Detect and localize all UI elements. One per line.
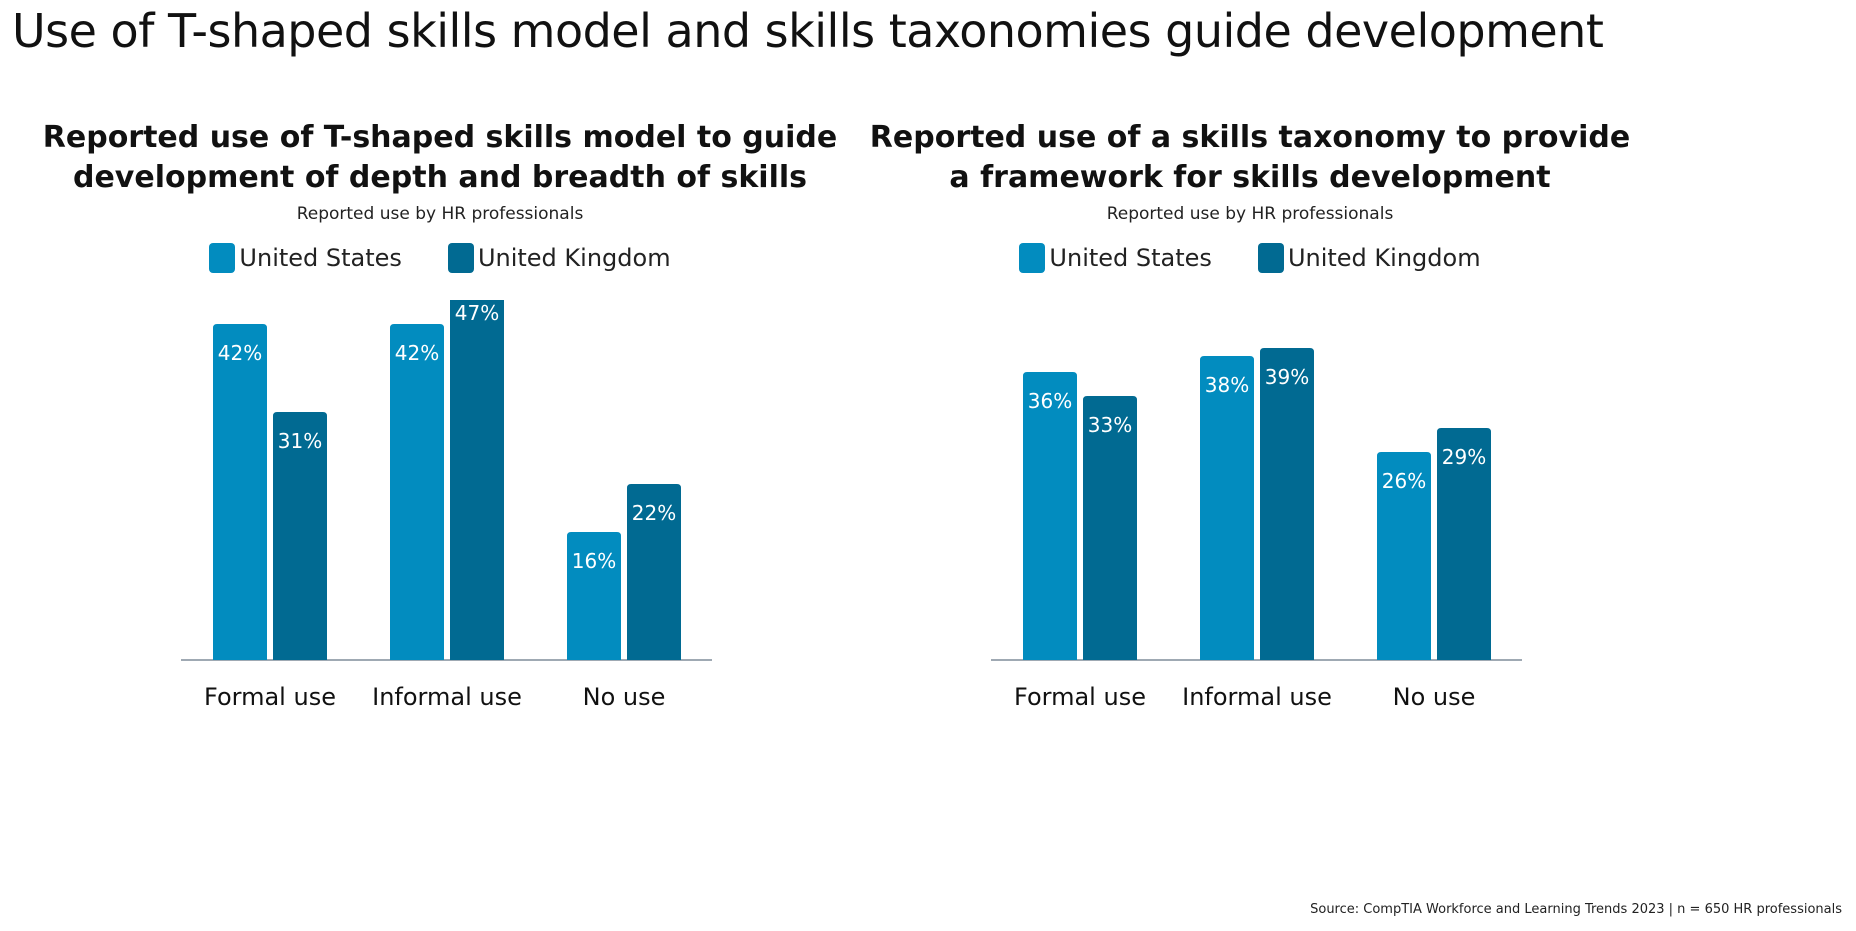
- data-label-us-formal-use: 42%: [218, 341, 262, 365]
- legend-label-us: United States: [239, 244, 402, 272]
- chart-subtitle: Reported use by HR professionals: [296, 204, 584, 224]
- tick-label-no-use: No use: [583, 683, 666, 711]
- data-label-uk-informal-use: 47%: [455, 301, 499, 325]
- data-label-uk-no-use: 22%: [632, 501, 676, 525]
- legend-item-uk: United Kingdom: [447, 243, 671, 273]
- chart-subtitle: Reported use by HR professionals: [1106, 204, 1394, 224]
- legend-swatch-us: [1019, 243, 1046, 273]
- legend-item-us: United States: [1019, 243, 1212, 273]
- bar-uk-no-use: [1437, 428, 1491, 660]
- bar-us-no-use: [567, 532, 621, 660]
- bar-uk-no-use: [627, 484, 681, 660]
- bar-uk-informal-use: [1260, 348, 1314, 660]
- chart-title: Reported use of T-shaped skills model to…: [0, 118, 880, 198]
- tick-label-informal-use: Informal use: [372, 683, 522, 711]
- legend-label-us: United States: [1049, 244, 1212, 272]
- data-label-us-no-use: 26%: [1382, 469, 1426, 493]
- bar-uk-formal-use: [273, 412, 327, 660]
- source-note: Source: CompTIA Workforce and Learning T…: [1310, 902, 1842, 917]
- bar-us-formal-use: [1023, 372, 1077, 660]
- page-title: Use of T-shaped skills model and skills …: [12, 4, 1604, 58]
- data-label-us-informal-use: 42%: [395, 341, 439, 365]
- bar-us-informal-use: [390, 324, 444, 660]
- chart-title-line-2: development of depth and breadth of skil…: [72, 160, 807, 195]
- data-label-uk-informal-use: 39%: [1265, 365, 1309, 389]
- legend-swatch-uk: [447, 243, 474, 273]
- legend-item-us: United States: [209, 243, 402, 273]
- bar-uk-informal-use: [450, 300, 504, 660]
- chart-panel-t-shaped: Reported use of T-shaped skills model to…: [0, 0, 880, 931]
- legend-swatch-us: [209, 243, 236, 273]
- legend-label-uk: United Kingdom: [477, 244, 671, 272]
- chart-title-line-1: Reported use of T-shaped skills model to…: [42, 120, 838, 155]
- data-label-uk-formal-use: 31%: [278, 429, 322, 453]
- data-label-uk-no-use: 29%: [1442, 445, 1486, 469]
- chart-title-line-2: a framework for skills development: [949, 160, 1551, 195]
- bar-us-formal-use: [213, 324, 267, 660]
- chart-panel-taxonomy: Reported use of a skills taxonomy to pro…: [810, 0, 1690, 931]
- tick-label-formal-use: Formal use: [1014, 683, 1146, 711]
- legend-item-uk: United Kingdom: [1257, 243, 1481, 273]
- legend-label-uk: United Kingdom: [1287, 244, 1481, 272]
- bar-chart-t-shaped: 42% 31% Formal use 42% 47% Informal use 16% 22%…: [181, 300, 712, 711]
- bar-uk-formal-use: [1083, 396, 1137, 660]
- chart-title: Reported use of a skills taxonomy to pro…: [810, 118, 1690, 198]
- data-label-us-no-use: 16%: [572, 549, 616, 573]
- data-label-us-informal-use: 38%: [1205, 373, 1249, 397]
- bar-us-informal-use: [1200, 356, 1254, 660]
- chart-title-line-1: Reported use of a skills taxonomy to pro…: [869, 120, 1631, 155]
- bar-us-no-use: [1377, 452, 1431, 660]
- bar-chart-taxonomy: 36% 33% Formal use 38% 39% Informal use 26% 29%…: [991, 348, 1522, 711]
- chart-legend: United States United Kingdom: [810, 243, 1690, 273]
- chart-legend: United States United Kingdom: [0, 243, 880, 273]
- tick-label-formal-use: Formal use: [204, 683, 336, 711]
- legend-swatch-uk: [1257, 243, 1284, 273]
- tick-label-no-use: No use: [1393, 683, 1476, 711]
- data-label-uk-formal-use: 33%: [1088, 413, 1132, 437]
- tick-label-informal-use: Informal use: [1182, 683, 1332, 711]
- data-label-us-formal-use: 36%: [1028, 389, 1072, 413]
